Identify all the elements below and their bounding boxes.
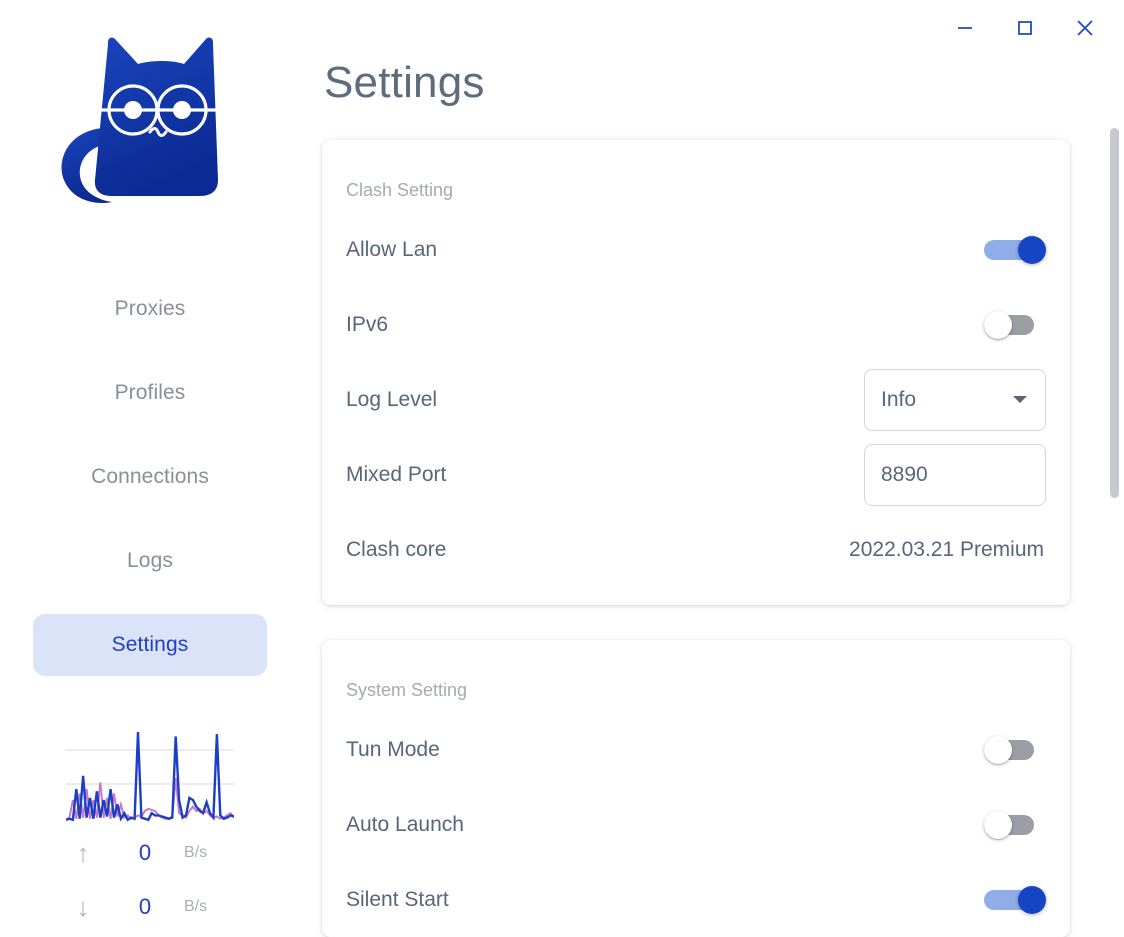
setting-row-ipv6: IPv6 — [346, 287, 1046, 362]
scrollbar-thumb[interactable] — [1110, 128, 1119, 498]
setting-label: IPv6 — [346, 312, 389, 336]
setting-label: Clash core — [346, 537, 447, 561]
sidebar-item-label: Connections — [91, 465, 209, 488]
log-level-select[interactable]: Info — [864, 368, 1046, 431]
auto-launch-switch[interactable] — [984, 806, 1046, 844]
upload-speed-value: 0 — [138, 840, 152, 865]
sidebar-nav: Proxies Profiles Connections Logs Settin… — [0, 278, 300, 698]
close-icon[interactable] — [1068, 11, 1102, 45]
setting-label: Allow Lan — [346, 237, 438, 261]
log-level-value: Info — [881, 387, 917, 411]
download-speed-unit: B/s — [184, 898, 208, 915]
sidebar-item-label: Profiles — [114, 381, 186, 404]
sidebar-item-proxies[interactable]: Proxies — [33, 278, 267, 340]
sidebar-item-connections[interactable]: Connections — [33, 446, 267, 508]
mixed-port-input[interactable]: 8890 — [864, 443, 1046, 506]
silent-start-switch[interactable] — [984, 881, 1046, 919]
traffic-download-row: ↓ 0 B/s — [60, 880, 240, 934]
sidebar-item-label: Logs — [127, 549, 173, 572]
setting-label: Mixed Port — [346, 462, 447, 486]
sidebar: Proxies Profiles Connections Logs Settin… — [0, 0, 300, 937]
sidebar-item-label: Settings — [111, 633, 189, 656]
setting-label: Log Level — [346, 387, 438, 411]
traffic-graph — [66, 731, 234, 822]
tun-mode-switch[interactable] — [984, 731, 1046, 769]
download-speed-value: 0 — [138, 894, 152, 919]
clash-setting-card: Clash Setting Allow Lan IPv6 — [322, 140, 1070, 605]
card-bottom-spacer — [346, 587, 1046, 605]
setting-row-auto-launch: Auto Launch — [346, 787, 1046, 862]
setting-row-clash-core: Clash core 2022.03.21 Premium — [346, 512, 1046, 587]
setting-label: Auto Launch — [346, 812, 464, 836]
setting-label: Tun Mode — [346, 737, 440, 761]
setting-row-silent-start: Silent Start — [346, 862, 1046, 937]
card-title: Clash Setting — [346, 180, 454, 200]
arrow-up-icon: ↑ — [76, 838, 90, 868]
scrollbar[interactable] — [1110, 128, 1119, 918]
upload-speed-unit: B/s — [184, 844, 208, 861]
setting-row-tun-mode: Tun Mode — [346, 712, 1046, 787]
sidebar-item-profiles[interactable]: Profiles — [33, 362, 267, 424]
switch-thumb — [1018, 235, 1046, 264]
switch-thumb — [984, 735, 1012, 764]
traffic-widget: ↑ 0 B/s ↓ 0 B/s — [50, 726, 250, 934]
mixed-port-value: 8890 — [881, 462, 928, 486]
ipv6-switch[interactable] — [984, 306, 1046, 344]
switch-thumb — [984, 810, 1012, 839]
allow-lan-switch[interactable] — [984, 231, 1046, 269]
arrow-down-icon: ↓ — [76, 892, 90, 922]
sidebar-item-settings[interactable]: Settings — [33, 614, 267, 676]
setting-row-allow-lan: Allow Lan — [346, 212, 1046, 287]
chevron-down-icon — [1013, 396, 1027, 403]
sidebar-item-logs[interactable]: Logs — [33, 530, 267, 592]
clash-verge-cat-logo — [40, 10, 260, 230]
traffic-upload-row: ↑ 0 B/s — [60, 826, 240, 880]
system-setting-card: System Setting Tun Mode Auto Launch — [322, 640, 1070, 937]
minimize-icon[interactable] — [948, 11, 982, 45]
sidebar-item-label: Proxies — [114, 297, 186, 320]
switch-thumb — [1018, 885, 1046, 914]
window-titlebar — [300, 0, 1124, 56]
settings-scroll-area[interactable]: Clash Setting Allow Lan IPv6 — [300, 140, 1124, 937]
switch-thumb — [984, 310, 1012, 339]
maximize-icon[interactable] — [1008, 11, 1042, 45]
setting-label: Silent Start — [346, 887, 449, 911]
card-title: System Setting — [346, 680, 468, 700]
clash-core-version: 2022.03.21 Premium — [849, 537, 1044, 561]
main-content: Settings Clash Setting Allow Lan IPv6 — [300, 0, 1124, 937]
page-title: Settings — [324, 58, 485, 107]
setting-row-log-level: Log Level Info — [346, 362, 1046, 437]
setting-row-mixed-port: Mixed Port 8890 — [346, 437, 1046, 512]
